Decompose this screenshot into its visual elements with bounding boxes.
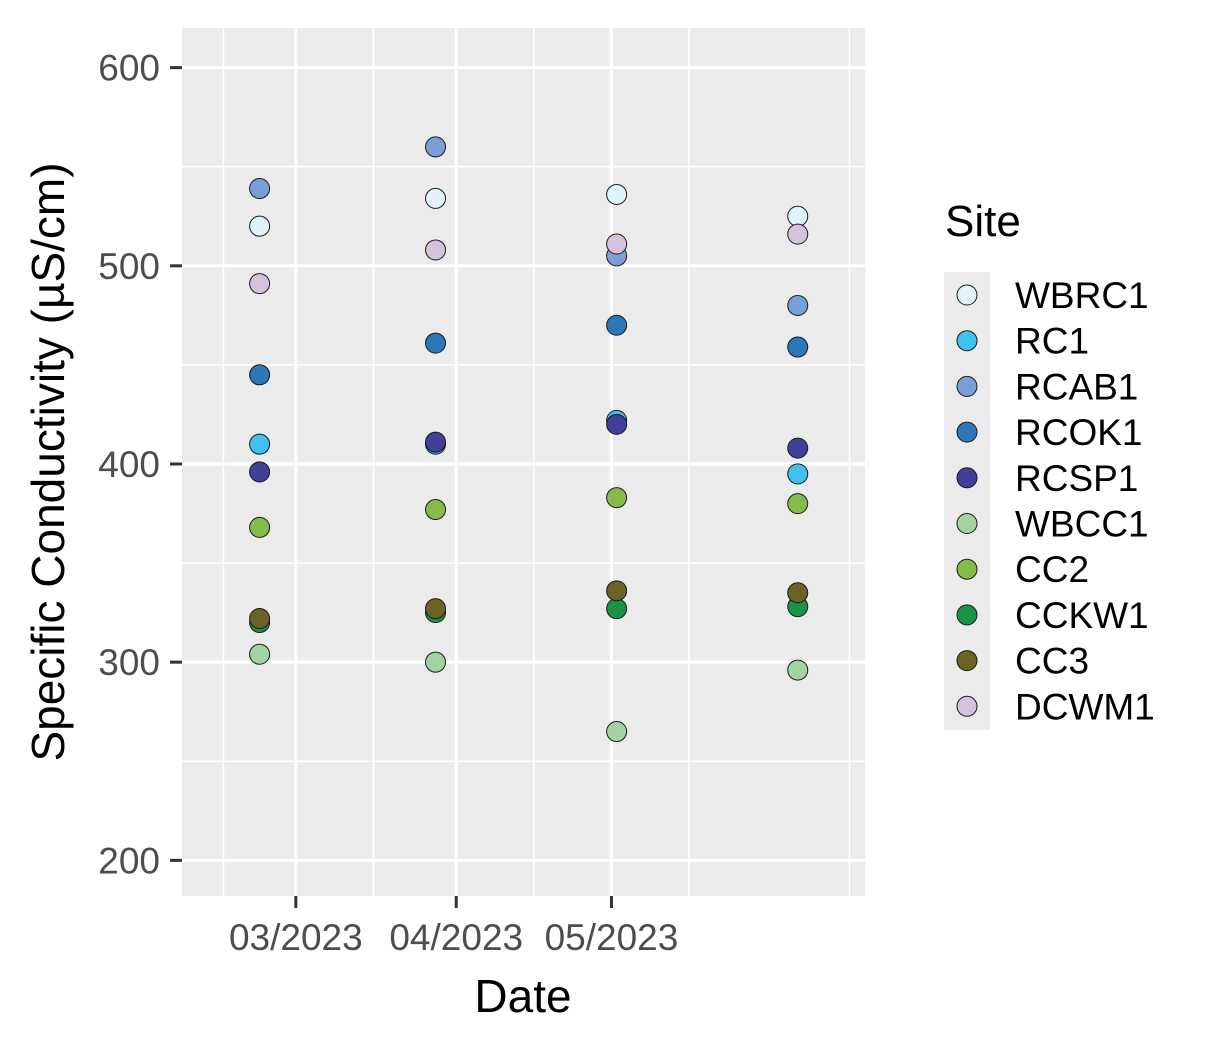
legend-key-rc1 [956,330,978,352]
data-point-cc2 [425,499,447,521]
data-point-cc3 [606,580,628,602]
legend-label-cc2: CC2 [1015,549,1089,590]
plot-panel [182,28,865,896]
data-point-rcok1 [249,364,271,386]
data-point-cc2 [249,516,271,538]
legend-label-cckw1: CCKW1 [1015,595,1149,636]
data-point-wbcc1 [249,643,271,665]
y-tick-label: 500 [98,246,160,287]
y-axis: 200 300 400 500 600 [98,48,182,881]
legend-label-wbcc1: WBCC1 [1015,504,1149,545]
data-point-cc3 [425,598,447,620]
legend-key-rcab1 [956,375,978,397]
data-point-rcab1 [249,178,271,200]
legend-key-dcwm1 [956,695,978,717]
legend-title: Site [945,197,1021,246]
legend-key-cc3 [956,650,978,672]
data-point-cc2 [606,487,628,509]
data-point-rcok1 [606,314,628,336]
data-point-wbrc1 [249,215,271,237]
data-point-rcok1 [425,332,447,354]
legend-label-cc3: CC3 [1015,641,1089,682]
data-point-rcsp1 [425,431,447,453]
data-point-cckw1 [606,598,628,620]
legend-key-rcsp1 [956,467,978,489]
data-point-wbrc1 [425,187,447,209]
data-point-rc1 [787,463,809,485]
data-point-wbcc1 [606,721,628,743]
legend-key-cckw1 [956,604,978,626]
legend-key-cc2 [956,558,978,580]
data-point-cc3 [787,582,809,604]
legend-label-rcab1: RCAB1 [1015,366,1138,407]
data-points [249,136,809,743]
data-point-dcwm1 [787,223,809,245]
x-axis-title: Date [474,970,571,1022]
data-point-rcab1 [425,136,447,158]
x-axis: 03/2023 04/2023 05/2023 [229,896,678,958]
legend-key-rcok1 [956,421,978,443]
y-tick-label: 200 [98,840,160,881]
legend-key-wbrc1 [956,284,978,306]
y-axis-title: Specific Conductivity (µS/cm) [22,162,74,761]
y-tick-label: 400 [98,444,160,485]
legend-label-rcok1: RCOK1 [1015,412,1142,453]
data-point-rcok1 [787,336,809,358]
y-tick-label: 600 [98,48,160,89]
major-grid [182,28,865,896]
data-point-rc1 [249,433,271,455]
data-point-rcsp1 [606,413,628,435]
x-tick-label: 04/2023 [389,917,523,958]
x-tick-label: 03/2023 [229,917,363,958]
legend-label-wbrc1: WBRC1 [1015,275,1149,316]
data-point-wbrc1 [787,205,809,227]
data-point-wbcc1 [787,659,809,681]
data-point-dcwm1 [425,239,447,261]
data-point-rcsp1 [787,437,809,459]
data-point-cc3 [249,608,271,630]
legend-key-wbcc1 [956,513,978,534]
legend-label-rc1: RC1 [1015,321,1089,362]
data-point-rcab1 [787,294,809,316]
y-tick-label: 300 [98,642,160,683]
data-point-wbcc1 [425,651,447,673]
legend-label-rcsp1: RCSP1 [1015,458,1138,499]
legend-label-dcwm1: DCWM1 [1015,686,1155,727]
x-tick-label: 05/2023 [545,917,679,958]
data-point-dcwm1 [606,233,628,255]
data-point-rcsp1 [249,461,271,483]
data-point-cc2 [787,493,809,515]
data-point-wbrc1 [606,183,628,205]
data-point-dcwm1 [249,273,271,295]
